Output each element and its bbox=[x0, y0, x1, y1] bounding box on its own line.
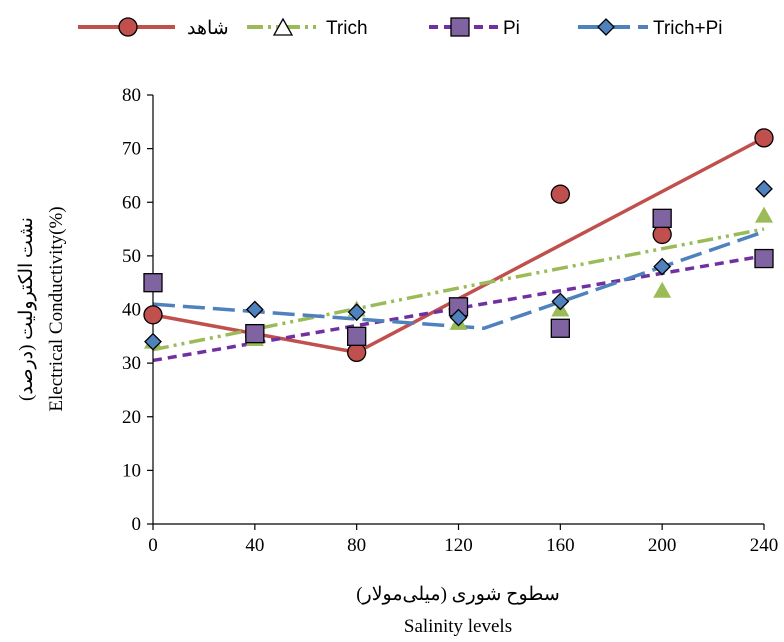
legend-item-3: Pi bbox=[429, 17, 520, 39]
y-tick-label: 20 bbox=[122, 407, 141, 428]
x-axis-title-en: Salinity levels bbox=[404, 616, 512, 637]
x-tick-label: 200 bbox=[648, 535, 677, 556]
y-ticks: 0 10 20 30 40 50 60 70 80 bbox=[122, 85, 153, 535]
legend-label: شاهد bbox=[187, 18, 229, 39]
data-point-series-4 bbox=[144, 332, 162, 351]
x-tick-label: 240 bbox=[750, 535, 779, 556]
x-ticks: 0 40 80 120 160 200 240 bbox=[148, 524, 778, 556]
data-point-series-1 bbox=[754, 128, 774, 148]
data-markers bbox=[143, 128, 774, 363]
data-point-series-3 bbox=[754, 248, 774, 269]
data-point-series-4 bbox=[245, 300, 264, 319]
data-point-series-4 bbox=[755, 179, 773, 198]
legend-marker bbox=[272, 17, 294, 36]
data-point-series-3 bbox=[143, 273, 163, 293]
y-tick-label: 40 bbox=[122, 300, 141, 321]
x-tick-label: 120 bbox=[444, 535, 473, 556]
data-point-series-3 bbox=[245, 323, 265, 344]
y-tick-label: 70 bbox=[122, 139, 141, 160]
legend-item-1: شاهد bbox=[78, 17, 229, 39]
y-axis-title-en: Electrical Conductivity(%) bbox=[46, 206, 67, 411]
data-point-series-3 bbox=[652, 208, 672, 228]
y-tick-label: 10 bbox=[122, 460, 141, 481]
y-tick-label: 60 bbox=[122, 192, 141, 213]
data-point-series-1 bbox=[652, 224, 672, 245]
x-tick-label: 80 bbox=[347, 535, 366, 556]
data-point-series-2 bbox=[653, 281, 672, 298]
legend-marker bbox=[597, 18, 615, 36]
y-tick-label: 30 bbox=[122, 353, 141, 374]
x-tick-label: 0 bbox=[148, 535, 158, 556]
x-tick-label: 40 bbox=[245, 535, 264, 556]
y-tick-label: 0 bbox=[132, 514, 142, 535]
data-point-series-4 bbox=[653, 257, 672, 276]
legend-item-2: Trich bbox=[247, 17, 368, 39]
y-axis-title-fa: نشت الکترولیت (درصد) bbox=[16, 217, 37, 401]
data-point-series-1 bbox=[550, 184, 570, 204]
legend-marker bbox=[118, 17, 138, 37]
legend: شاهد Trich Pi Trich+Pi bbox=[78, 17, 723, 39]
trend-line-4 bbox=[152, 230, 765, 331]
data-point-series-4 bbox=[551, 292, 570, 311]
data-point-series-4 bbox=[347, 303, 366, 322]
y-tick-label: 80 bbox=[122, 85, 141, 106]
y-tick-label: 50 bbox=[122, 246, 141, 267]
legend-label: Trich+Pi bbox=[653, 18, 723, 39]
x-tick-label: 160 bbox=[546, 535, 575, 556]
data-point-series-3 bbox=[550, 318, 570, 338]
data-point-series-2 bbox=[755, 206, 773, 223]
legend-label: Trich bbox=[326, 18, 368, 39]
data-point-series-4 bbox=[449, 308, 468, 327]
legend-label: Pi bbox=[503, 18, 520, 39]
data-point-series-1 bbox=[347, 342, 367, 363]
data-point-series-3 bbox=[347, 326, 367, 346]
legend-item-4: Trich+Pi bbox=[578, 18, 723, 39]
legend-marker bbox=[450, 17, 470, 37]
data-point-series-1 bbox=[143, 305, 163, 325]
x-axis-title-fa: سطوح شوری (میلی‌مولار) bbox=[356, 584, 560, 605]
